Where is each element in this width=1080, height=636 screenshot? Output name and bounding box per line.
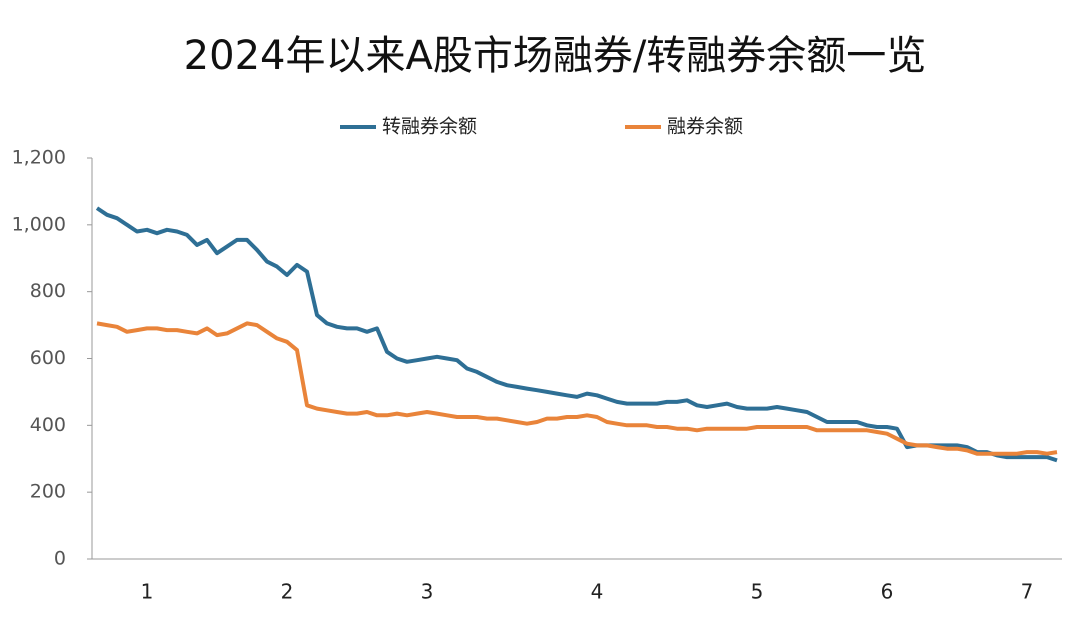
- x-tick-label: 7: [1021, 580, 1034, 604]
- y-tick-label: 200: [30, 481, 66, 503]
- legend-label: 转融券余额: [382, 116, 477, 138]
- x-tick-label: 3: [421, 580, 434, 604]
- chart-title: 2024年以来A股市场融券/转融券余额一览: [184, 33, 927, 79]
- y-tick-label: 600: [30, 347, 66, 369]
- legend-label: 融券余额: [667, 116, 743, 138]
- series-line: [95, 206, 1058, 463]
- series-line: [96, 321, 1058, 456]
- y-tick-label: 800: [30, 280, 66, 302]
- y-tick-label: 1,200: [12, 147, 66, 169]
- y-tick-label: 1,000: [12, 213, 66, 235]
- x-tick-label: 4: [591, 580, 604, 604]
- x-tick-label: 2: [281, 580, 294, 604]
- x-tick-label: 1: [141, 580, 154, 604]
- y-tick-label: 0: [54, 548, 66, 570]
- x-tick-label: 5: [751, 580, 764, 604]
- y-tick-label: 400: [30, 414, 66, 436]
- x-tick-label: 6: [881, 580, 894, 604]
